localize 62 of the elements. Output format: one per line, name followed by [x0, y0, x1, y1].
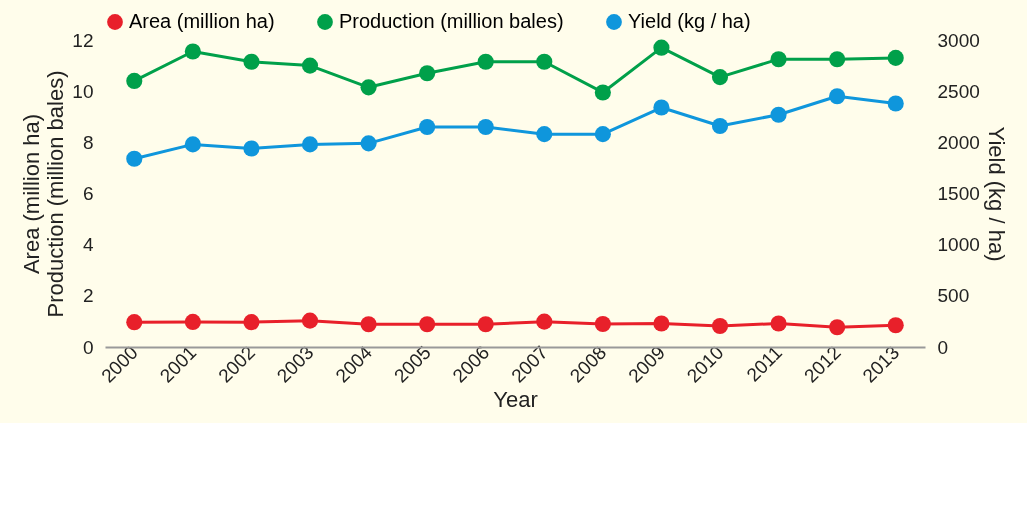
point [419, 316, 436, 333]
legend-label: Yield (kg / ha) [628, 10, 751, 32]
y2-tick-label: 500 [937, 285, 970, 307]
point [301, 57, 319, 74]
legend-label: Area (million ha) [129, 10, 275, 32]
point [419, 118, 436, 136]
point [184, 43, 201, 60]
point [653, 315, 670, 332]
point [594, 126, 611, 143]
point [536, 313, 553, 330]
point [184, 136, 201, 153]
point [126, 72, 143, 89]
y-tick-label: 6 [82, 183, 94, 204]
point [301, 312, 319, 329]
point [711, 117, 729, 135]
y2-tick-label: 0 [937, 336, 949, 358]
point [243, 314, 260, 331]
point [653, 39, 670, 56]
y-tick-label: 2 [82, 285, 94, 307]
point [711, 317, 729, 335]
point [887, 95, 904, 112]
point [184, 313, 201, 330]
point [243, 53, 260, 70]
point [770, 315, 787, 332]
point [243, 140, 260, 157]
y-tick-label: 10 [72, 80, 94, 102]
y2-tick-label: 3000 [937, 29, 980, 51]
y2-axis-title: Yield (kg / ha) [983, 126, 1009, 262]
y-tick-label: 12 [72, 29, 94, 51]
point [360, 135, 377, 152]
point [301, 136, 319, 153]
point [887, 317, 904, 334]
y2-tick-label: 2500 [937, 80, 980, 102]
point [360, 316, 377, 333]
point [477, 118, 494, 136]
point [536, 126, 553, 143]
point [711, 69, 729, 86]
point [360, 79, 377, 96]
y-tick-label: 0 [82, 336, 94, 358]
point [829, 51, 846, 68]
y-tick-label: 8 [82, 131, 94, 153]
y-tick-label: 4 [82, 234, 94, 256]
point [770, 51, 787, 68]
y2-tick-label: 1000 [937, 234, 980, 256]
point [829, 88, 846, 105]
point [419, 65, 436, 82]
point [536, 53, 553, 70]
point [653, 99, 670, 116]
point [770, 106, 787, 123]
point [477, 53, 494, 70]
point [126, 314, 143, 331]
point [477, 316, 494, 333]
y2-tick-label: 2000 [937, 131, 980, 153]
point [887, 49, 904, 66]
point [594, 315, 611, 333]
point [829, 319, 846, 336]
x-axis-title: Year [493, 387, 538, 413]
y-axis-title: Area (million ha) Production (million bales) [19, 70, 69, 318]
legend-label: Production (million bales) [339, 10, 564, 32]
y2-tick-label: 1500 [937, 183, 980, 204]
point [594, 84, 611, 101]
point [126, 150, 143, 167]
